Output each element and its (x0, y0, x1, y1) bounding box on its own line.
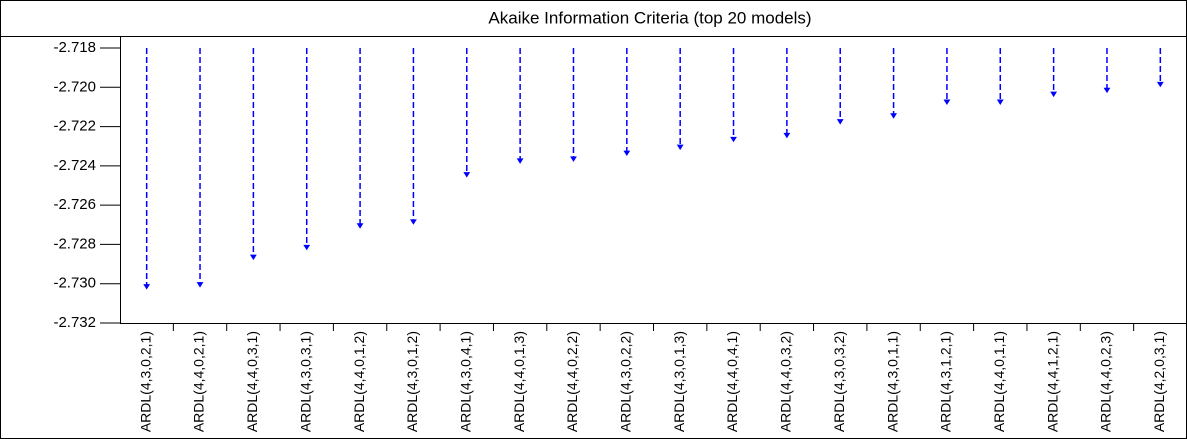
spike-marker (249, 254, 257, 261)
x-tick-label: ARDL(4,4,0,2,3) (1098, 331, 1114, 432)
spike-marker (196, 282, 204, 288)
x-tick-label: ARDL(4,4,0,1,1) (991, 331, 1007, 432)
spike-marker (943, 99, 951, 105)
x-tick-label: ARDL(4,3,1,2,1) (938, 331, 954, 432)
spike-marker (836, 119, 844, 125)
spike-marker (1156, 81, 1164, 88)
spike-marker (516, 158, 524, 164)
x-tick-label: ARDL(4,4,0,1,2) (351, 331, 367, 432)
y-tick-label: -2.730 (53, 275, 96, 292)
spike-marker (143, 284, 151, 290)
x-tick-label: ARDL(4,4,0,2,1) (191, 331, 207, 432)
y-tick-label: -2.718 (53, 39, 96, 56)
x-tick-label: ARDL(4,4,1,2,1) (1044, 331, 1060, 432)
x-tick-label: ARDL(4,3,0,4,1) (457, 331, 473, 432)
x-tick-label: ARDL(4,3,0,3,2) (831, 331, 847, 432)
x-tick-label: ARDL(4,3,0,1,1) (884, 331, 900, 432)
spike-marker (356, 223, 364, 229)
x-tick-label: ARDL(4,3,0,2,1) (137, 331, 153, 432)
spike-marker (996, 99, 1004, 105)
chart-title: Akaike Information Criteria (top 20 mode… (488, 8, 811, 27)
spike-marker (890, 113, 897, 119)
y-tick-label: -2.724 (53, 157, 96, 174)
x-tick-label: ARDL(4,2,0,3,1) (1151, 331, 1167, 432)
x-tick-label: ARDL(4,4,0,3,1) (244, 331, 260, 432)
spike-marker (676, 144, 684, 151)
spike-marker (1050, 91, 1058, 98)
spike-marker (623, 150, 631, 157)
x-tick-label: ARDL(4,3,0,2,2) (618, 331, 634, 432)
spike-marker (463, 172, 471, 178)
y-tick-label: -2.720 (53, 78, 96, 95)
x-tick-label: ARDL(4,4,0,1,3) (511, 331, 527, 432)
spike-marker (730, 136, 737, 143)
x-tick-label: ARDL(4,3,0,1,3) (671, 331, 687, 432)
y-tick-label: -2.732 (53, 314, 96, 331)
spike-marker (303, 244, 311, 251)
y-tick-label: -2.726 (53, 196, 96, 213)
spike-marker (570, 156, 577, 162)
x-tick-label: ARDL(4,3,0,3,1) (297, 331, 313, 432)
spike-marker (410, 219, 417, 225)
spike-marker (783, 132, 791, 139)
x-tick-label: ARDL(4,4,0,2,2) (564, 331, 580, 432)
spike-marker (1103, 87, 1111, 94)
x-tick-label: ARDL(4,4,0,4,1) (724, 331, 740, 432)
x-tick-label: ARDL(4,3,0,1,2) (404, 331, 420, 432)
x-tick-label: ARDL(4,4,0,3,2) (778, 331, 794, 432)
y-tick-label: -2.722 (53, 118, 96, 135)
y-tick-label: -2.728 (53, 235, 96, 252)
